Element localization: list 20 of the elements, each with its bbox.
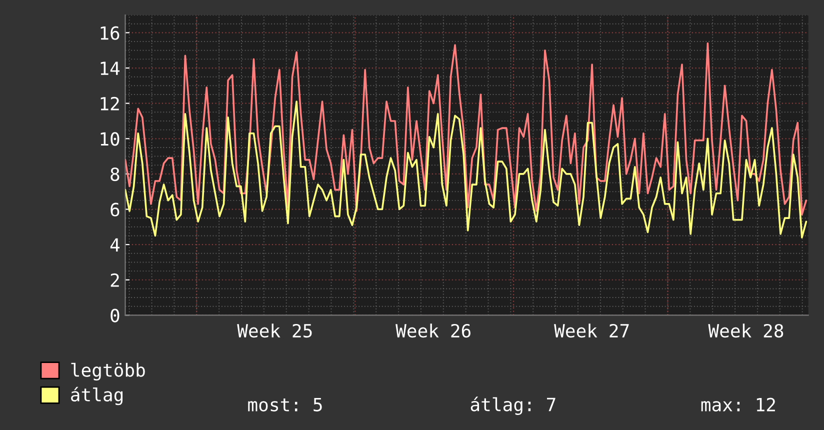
text: átlag: 7	[470, 396, 556, 415]
text: max: 12	[701, 398, 775, 412]
legend-label: legtöbb	[71, 362, 145, 381]
y-tick-label: 0	[110, 308, 120, 322]
x-tick-label: Week 27	[554, 324, 629, 338]
y-tick-label: 6	[110, 202, 120, 216]
x-tick-label: Week 26	[396, 324, 470, 338]
y-tick-label: 4	[110, 238, 120, 252]
x-tick-label: Week 25	[237, 324, 312, 338]
y-tick-label: 16	[100, 26, 120, 40]
line-series	[125, 100, 808, 238]
x-tick-label: Week 28	[708, 324, 784, 338]
y-tick-label: 12	[100, 96, 119, 110]
line-series	[125, 42, 808, 216]
y-tick-label: 8	[110, 167, 120, 182]
text: most: 5	[248, 398, 322, 412]
y-tick-label: 10	[100, 132, 120, 146]
y-tick-label: 14	[100, 62, 120, 75]
y-tick-label: 2	[110, 273, 119, 287]
legend-label: átlag	[71, 386, 123, 406]
